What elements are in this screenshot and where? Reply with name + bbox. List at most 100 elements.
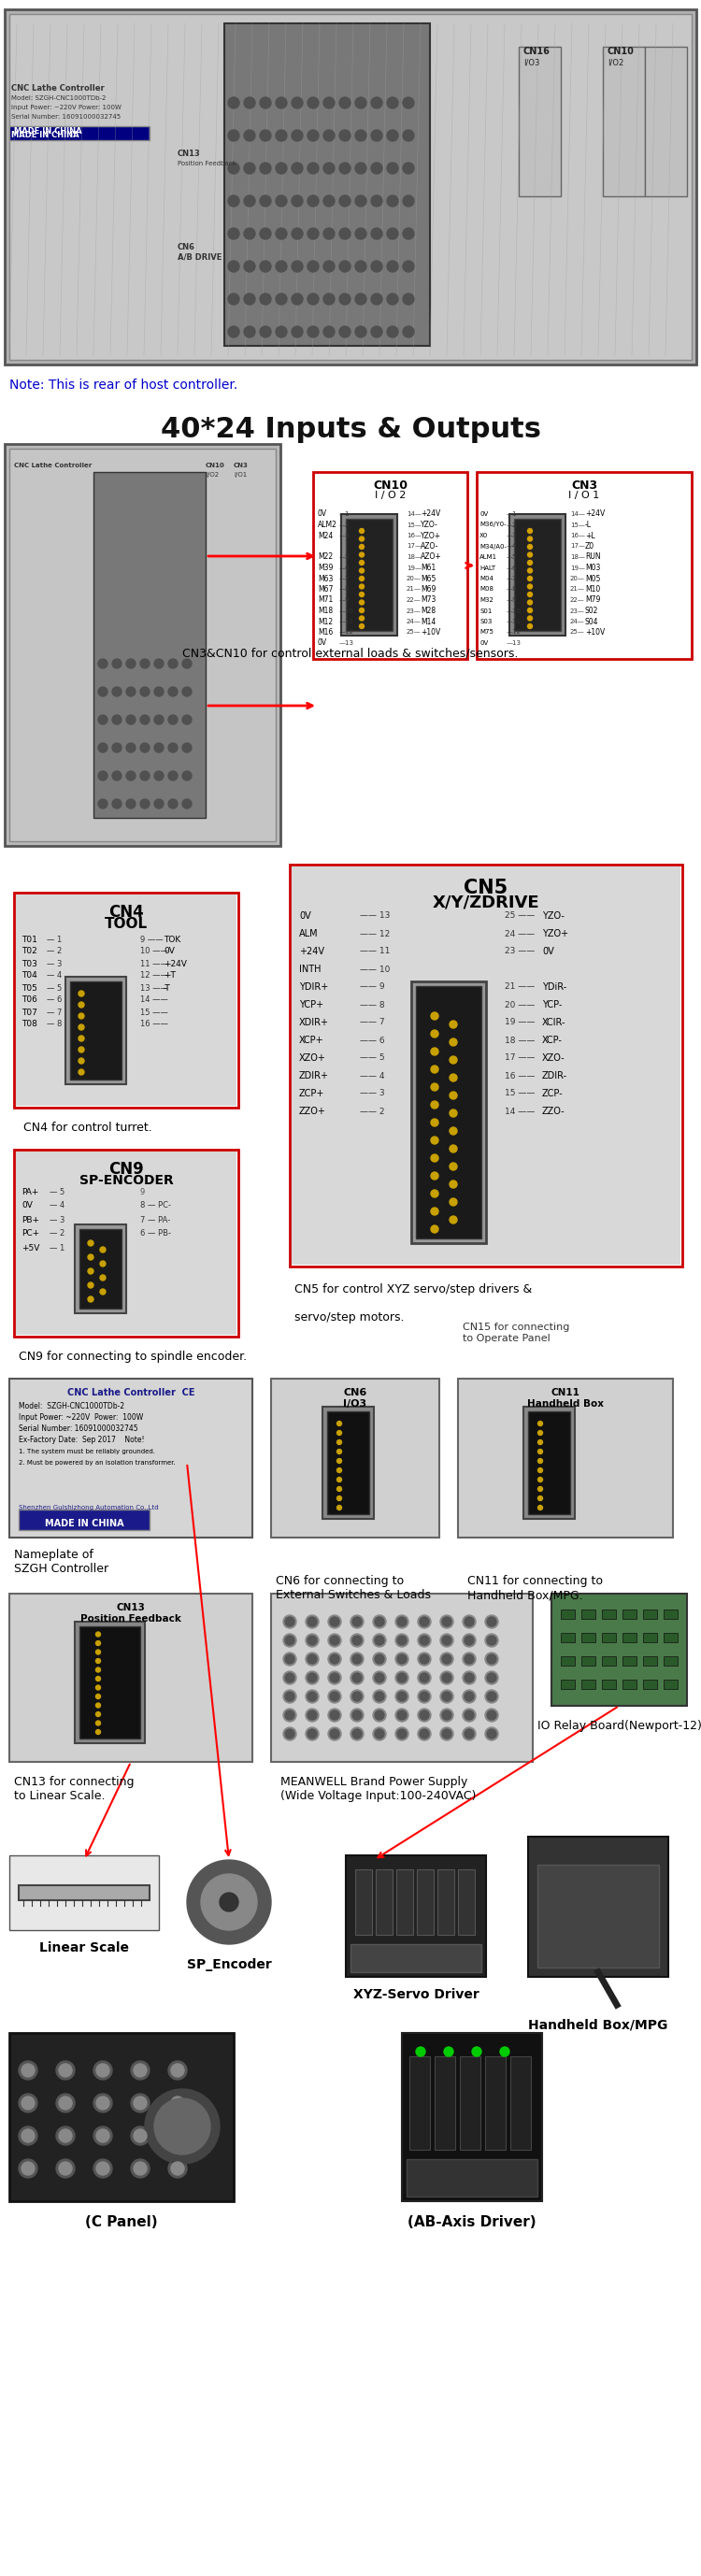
Circle shape — [350, 1633, 364, 1646]
Text: 40*24 Inputs & Outputs: 40*24 Inputs & Outputs — [161, 415, 540, 443]
Text: Z0: Z0 — [585, 541, 594, 551]
Text: 21 ——: 21 —— — [505, 984, 535, 992]
Circle shape — [339, 294, 350, 304]
Text: —13: —13 — [507, 641, 522, 647]
Circle shape — [373, 1633, 386, 1646]
Circle shape — [487, 1618, 496, 1625]
FancyBboxPatch shape — [561, 1610, 575, 1618]
Text: T07: T07 — [22, 1007, 37, 1018]
Text: 14—: 14— — [570, 510, 585, 518]
Text: M10: M10 — [585, 585, 600, 592]
FancyBboxPatch shape — [485, 2056, 505, 2151]
Text: 24 ——: 24 —— — [505, 930, 535, 938]
Text: M71: M71 — [318, 595, 333, 605]
Circle shape — [528, 608, 532, 613]
Circle shape — [112, 659, 121, 667]
Circle shape — [244, 327, 255, 337]
Circle shape — [465, 1728, 474, 1739]
Text: — 2: — 2 — [47, 948, 62, 956]
Circle shape — [339, 327, 350, 337]
Text: CN9 for connecting to spindle encoder.: CN9 for connecting to spindle encoder. — [19, 1350, 247, 1363]
Text: YDIR+: YDIR+ — [299, 981, 328, 992]
Circle shape — [350, 1690, 364, 1703]
Circle shape — [375, 1654, 384, 1664]
FancyBboxPatch shape — [16, 894, 236, 1105]
Circle shape — [182, 742, 191, 752]
Circle shape — [244, 294, 255, 304]
Circle shape — [465, 1710, 474, 1721]
Text: 1. The system must be reliably grounded.: 1. The system must be reliably grounded. — [19, 1448, 155, 1455]
FancyBboxPatch shape — [402, 2032, 542, 2200]
Circle shape — [283, 1633, 297, 1646]
Circle shape — [323, 196, 334, 206]
FancyBboxPatch shape — [581, 1680, 595, 1690]
Circle shape — [168, 2094, 187, 2112]
Text: ALM2: ALM2 — [318, 520, 337, 528]
Circle shape — [528, 616, 532, 621]
Circle shape — [528, 562, 532, 564]
FancyBboxPatch shape — [435, 2056, 455, 2151]
Circle shape — [431, 1172, 438, 1180]
Circle shape — [19, 2061, 37, 2079]
FancyBboxPatch shape — [561, 1633, 575, 1643]
Text: 18—: 18— — [570, 554, 585, 559]
Circle shape — [201, 1875, 257, 1929]
Text: CN15 for connecting
to Operate Panel: CN15 for connecting to Operate Panel — [463, 1321, 569, 1342]
Text: 16—: 16— — [407, 533, 421, 538]
Circle shape — [285, 1710, 294, 1721]
Circle shape — [140, 799, 149, 809]
Circle shape — [487, 1672, 496, 1682]
Circle shape — [260, 196, 271, 206]
Circle shape — [431, 1066, 438, 1074]
Text: MADE IN CHINA: MADE IN CHINA — [14, 126, 82, 137]
FancyBboxPatch shape — [350, 1945, 482, 1973]
Circle shape — [140, 688, 149, 696]
Bar — [477, 471, 692, 659]
Text: MADE IN CHINA: MADE IN CHINA — [11, 131, 79, 139]
Circle shape — [403, 162, 414, 173]
Circle shape — [431, 1226, 438, 1234]
Circle shape — [56, 2094, 75, 2112]
FancyBboxPatch shape — [9, 448, 275, 842]
Circle shape — [395, 1633, 409, 1646]
FancyBboxPatch shape — [407, 2159, 538, 2197]
Circle shape — [397, 1692, 407, 1700]
Text: 0V: 0V — [299, 912, 311, 920]
Circle shape — [449, 1198, 457, 1206]
Circle shape — [449, 1110, 457, 1118]
Circle shape — [323, 129, 334, 142]
Circle shape — [440, 1708, 454, 1721]
Circle shape — [337, 1430, 341, 1435]
Text: 23—: 23— — [407, 608, 421, 613]
Circle shape — [98, 659, 107, 667]
FancyBboxPatch shape — [411, 981, 486, 1244]
Circle shape — [360, 536, 364, 541]
Circle shape — [371, 196, 382, 206]
Circle shape — [292, 229, 303, 240]
Circle shape — [93, 2061, 112, 2079]
Text: —12: —12 — [339, 629, 354, 636]
Circle shape — [371, 294, 382, 304]
Text: — 3: — 3 — [47, 958, 62, 969]
Text: CN5: CN5 — [464, 878, 508, 896]
Text: I/O2: I/O2 — [608, 57, 624, 67]
Circle shape — [96, 1641, 100, 1646]
FancyBboxPatch shape — [622, 1610, 637, 1618]
Circle shape — [22, 2161, 34, 2174]
Text: -T: -T — [163, 984, 171, 992]
Text: — 4: — 4 — [47, 971, 62, 979]
FancyBboxPatch shape — [355, 1870, 372, 1935]
Text: —3: —3 — [507, 533, 517, 538]
Circle shape — [93, 2125, 112, 2146]
Circle shape — [96, 1728, 100, 1734]
Text: CN10: CN10 — [205, 464, 225, 469]
Circle shape — [285, 1692, 294, 1700]
Circle shape — [182, 770, 191, 781]
FancyBboxPatch shape — [643, 1656, 657, 1667]
FancyBboxPatch shape — [322, 1406, 374, 1520]
Circle shape — [487, 1710, 496, 1721]
Circle shape — [395, 1672, 409, 1685]
Circle shape — [387, 294, 398, 304]
Text: 6 — PB-: 6 — PB- — [140, 1229, 171, 1239]
Circle shape — [328, 1633, 341, 1646]
